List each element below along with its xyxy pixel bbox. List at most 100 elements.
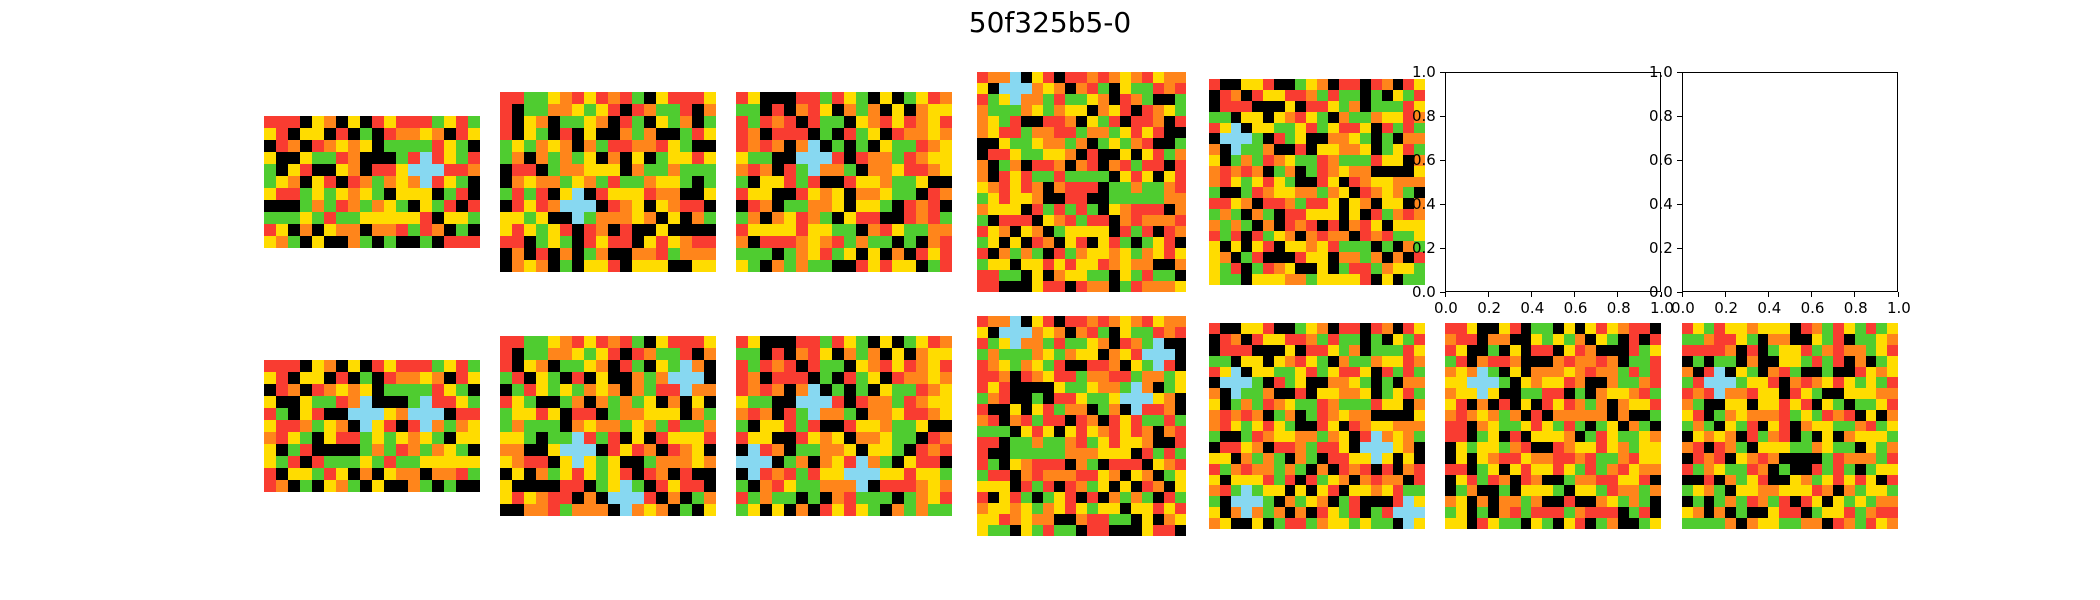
grid-cell [880,128,892,140]
grid-cell [1607,506,1618,518]
grid-cell [998,448,1010,459]
grid-cell [1714,496,1726,507]
grid-cell [1865,323,1877,335]
grid-cell [1639,377,1651,389]
grid-cell [1306,377,1317,389]
grid-cell [1596,506,1607,518]
grid-cell [1488,355,1499,367]
grid-cell [1097,204,1109,215]
grid-cell [1031,149,1043,160]
grid-cell [1779,517,1790,529]
grid-cell [1392,420,1404,432]
grid-cell [928,92,940,104]
grid-cell [844,420,856,432]
grid-cell [680,348,692,360]
grid-cell [1075,360,1087,371]
grid-cell [1466,388,1478,399]
grid-cell [512,200,524,212]
grid-cell [704,468,716,480]
grid-cell [1790,377,1801,389]
grid-cell [1252,323,1263,335]
grid-cell [1119,160,1131,171]
grid-cell [1725,366,1736,378]
grid-cell [1295,262,1307,274]
grid-cell [1306,79,1317,91]
grid-cell [1009,116,1021,127]
grid-cell [1317,154,1328,166]
grid-cell [432,200,444,212]
grid-cell [1097,404,1109,415]
grid-cell [856,444,868,456]
grid-cell [1650,452,1661,464]
grid-cell [856,360,868,372]
grid-cell [644,336,656,348]
grid-cell [396,236,408,248]
grid-cell [808,188,820,200]
grid-cell [760,116,772,128]
grid-cell [608,236,620,248]
grid-cell [1174,371,1186,382]
grid-cell [1692,323,1704,335]
grid-cell [596,372,608,384]
grid-cell [1725,485,1736,497]
grid-cell [1349,241,1361,253]
grid-cell [1130,138,1142,149]
grid-cell [264,152,276,164]
grid-cell [1844,398,1855,410]
grid-cell [656,360,668,372]
grid-panel-r1-c5 [1445,323,1661,529]
grid-cell [987,404,999,415]
grid-cell [1053,105,1065,116]
grid-cell [1607,344,1618,356]
grid-cell [1119,448,1131,459]
grid-cell [1097,470,1109,481]
grid-cell [1371,144,1382,155]
grid-cell [1746,334,1758,345]
grid-cell [856,176,868,188]
grid-cell [620,456,632,468]
grid-cell [656,384,668,396]
grid-cell [1086,116,1098,127]
grid-cell [548,200,560,212]
grid-cell [1338,442,1350,453]
grid-cell [1768,366,1780,378]
grid-cell [632,444,644,456]
grid-cell [784,152,796,164]
grid-cell [644,504,656,516]
grid-cell [880,236,892,248]
grid-cell [608,140,620,152]
grid-cell [1097,116,1109,127]
grid-cell [1455,334,1467,345]
grid-cell [1455,474,1467,486]
grid-cell [1736,474,1747,486]
grid-cell [1349,198,1361,209]
grid-cell [572,128,584,140]
grid-cell [1371,230,1382,242]
grid-cell [760,420,772,432]
grid-cell [1241,442,1253,453]
grid-cell [1466,334,1478,345]
grid-cell [1295,154,1307,166]
grid-cell [1042,160,1054,171]
grid-cell [1607,323,1618,335]
grid-cell [808,480,820,492]
grid-cell [1563,377,1575,389]
grid-cell [456,236,468,248]
grid-cell [1800,452,1812,464]
grid-cell [1414,273,1425,285]
grid-cell [880,456,892,468]
grid-cell [1574,388,1586,399]
grid-cell [1053,259,1065,270]
grid-cell [560,336,572,348]
grid-cell [1349,262,1361,274]
grid-cell [1295,506,1307,518]
grid-cell [736,260,748,272]
grid-cell [608,200,620,212]
grid-cell [584,360,596,372]
grid-cell [584,444,596,456]
grid-cell [1230,334,1242,345]
grid-cell [1865,517,1877,529]
grid-cell [432,480,444,492]
grid-cell [1241,187,1253,199]
grid-cell [1108,437,1120,448]
